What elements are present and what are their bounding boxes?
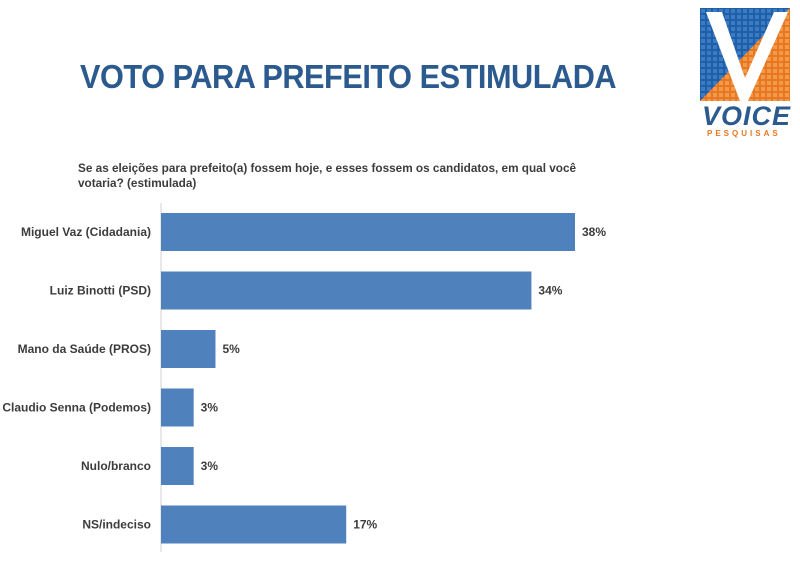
category-label: Luiz Binotti (PSD) <box>50 284 151 298</box>
value-label: 3% <box>201 459 219 473</box>
chart-question: Se as eleições para prefeito(a) fossem h… <box>78 161 577 190</box>
page-title: VOTO PARA PREFEITO ESTIMULADA <box>80 58 617 95</box>
category-label: NS/indeciso <box>82 518 151 532</box>
bar <box>161 213 575 251</box>
category-label: Miguel Vaz (Cidadania) <box>21 225 151 239</box>
value-label: 5% <box>222 342 240 356</box>
value-label: 38% <box>582 225 606 239</box>
logo-tagline: PESQUISAS <box>707 129 781 138</box>
bar <box>161 271 532 310</box>
voice-logo <box>700 8 790 101</box>
bar <box>161 505 347 544</box>
value-label: 3% <box>201 401 219 415</box>
bar <box>161 447 194 485</box>
category-label: Claudio Senna (Podemos) <box>2 401 151 415</box>
value-label: 34% <box>538 284 562 298</box>
bar-chart: Miguel Vaz (Cidadania) 38% Luiz Binotti (P… <box>2 203 606 552</box>
bar <box>161 388 194 427</box>
logo-wordmark: VOICE <box>702 101 792 131</box>
category-label: Nulo/branco <box>81 459 151 473</box>
value-label: 17% <box>353 518 377 532</box>
bar <box>161 330 216 368</box>
category-label: Mano da Saúde (PROS) <box>18 342 151 356</box>
